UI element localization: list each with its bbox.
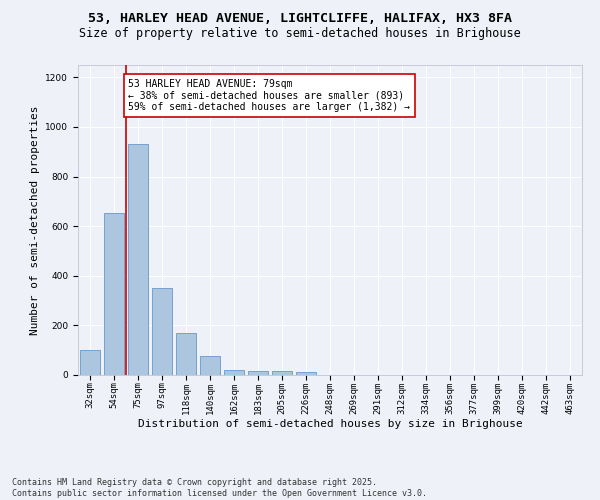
Y-axis label: Number of semi-detached properties: Number of semi-detached properties (30, 106, 40, 335)
Bar (176, 333, 196, 375)
Text: 53, HARLEY HEAD AVENUE, LIGHTCLIFFE, HALIFAX, HX3 8FA: 53, HARLEY HEAD AVENUE, LIGHTCLIFFE, HAL… (88, 12, 512, 26)
Bar (80, 350, 100, 375)
Bar (272, 372, 292, 375)
Text: Size of property relative to semi-detached houses in Brighouse: Size of property relative to semi-detach… (79, 28, 521, 40)
Bar (104, 212, 124, 375)
Bar (296, 372, 316, 375)
X-axis label: Distribution of semi-detached houses by size in Brighouse: Distribution of semi-detached houses by … (137, 419, 523, 429)
Bar (200, 356, 220, 375)
Bar (152, 288, 172, 375)
Text: Contains HM Land Registry data © Crown copyright and database right 2025.
Contai: Contains HM Land Registry data © Crown c… (12, 478, 427, 498)
Bar (224, 370, 244, 375)
Bar (248, 370, 268, 375)
Text: 53 HARLEY HEAD AVENUE: 79sqm
← 38% of semi-detached houses are smaller (893)
59%: 53 HARLEY HEAD AVENUE: 79sqm ← 38% of se… (128, 78, 410, 112)
Bar (128, 144, 148, 375)
